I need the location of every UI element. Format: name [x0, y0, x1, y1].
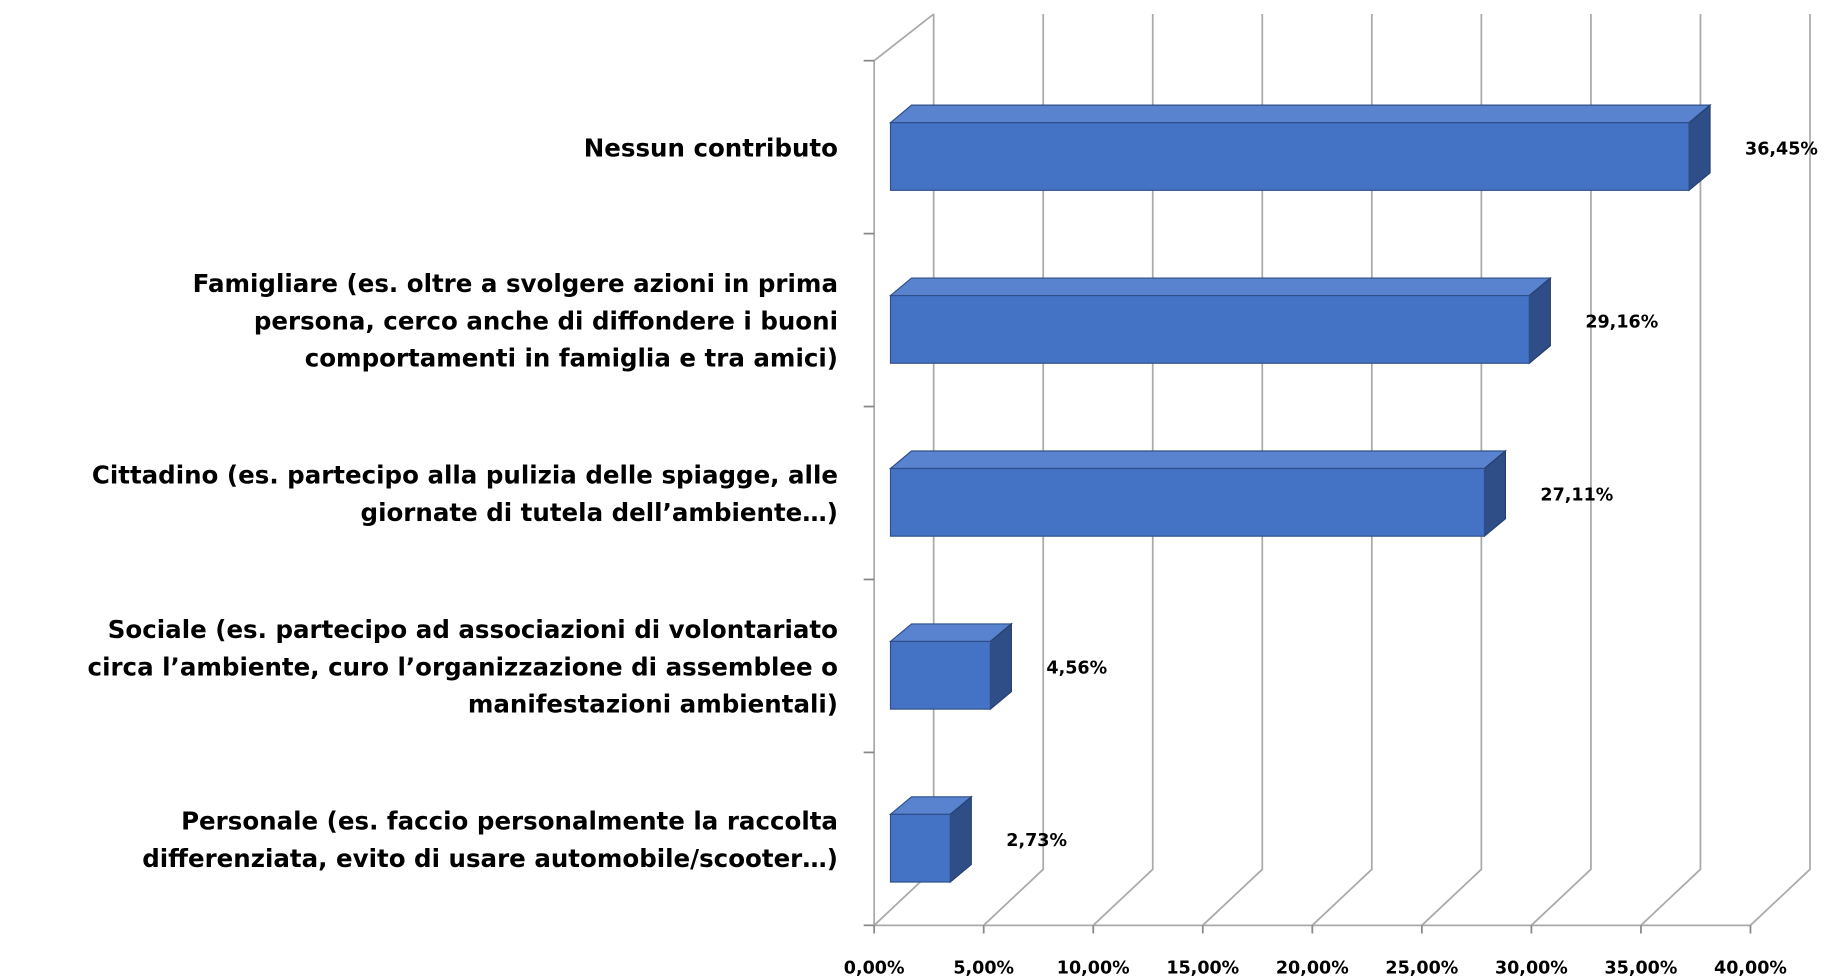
x-tick-label: 40,00%: [1714, 958, 1787, 978]
x-tick-label: 25,00%: [1385, 958, 1458, 978]
bar: [889, 640, 991, 710]
value-label: 2,73%: [1006, 831, 1067, 851]
category-label: circa l’ambiente, curo l’organizzazione …: [88, 652, 838, 681]
bar: [889, 122, 1690, 191]
category-label: Personale (es. faccio personalmente la r…: [181, 807, 838, 836]
category-label: Famigliare (es. oltre a svolgere azioni …: [193, 269, 838, 298]
grid-line: [1749, 14, 1811, 926]
x-tick-label: 20,00%: [1276, 958, 1349, 978]
category-label: comportamenti in famiglia e tra amici): [305, 344, 838, 373]
grid-line: [1640, 14, 1702, 926]
category-label: differenziata, evito di usare automobile…: [142, 844, 838, 873]
x-tick-label: 35,00%: [1604, 958, 1677, 978]
value-label: 36,45%: [1745, 139, 1818, 159]
bar-top: [888, 277, 1552, 297]
value-label: 4,56%: [1046, 658, 1107, 678]
x-tick-label: 15,00%: [1166, 958, 1239, 978]
category-label: manifestazioni ambientali): [468, 690, 838, 719]
value-label: 29,16%: [1585, 312, 1658, 332]
category-label: persona, cerco anche di diffondere i buo…: [254, 306, 838, 335]
value-label: 27,11%: [1540, 485, 1613, 505]
bar: [889, 813, 951, 883]
x-tick-label: 5,00%: [953, 958, 1014, 978]
bar: [889, 467, 1486, 537]
x-tick-label: 0,00%: [844, 958, 905, 978]
wall-edge: [873, 13, 935, 62]
category-label: Sociale (es. partecipo ad associazioni d…: [108, 615, 838, 644]
category-label: giornate di tutela dell’ambiente…): [361, 498, 838, 527]
category-label: Nessun contributo: [584, 133, 838, 162]
bar-top: [888, 450, 1508, 470]
bar: [889, 294, 1530, 364]
category-label: Cittadino (es. partecipo alla pulizia de…: [92, 461, 838, 490]
grid-line: [1530, 14, 1592, 926]
x-tick-label: 10,00%: [1057, 958, 1130, 978]
bar-top: [888, 104, 1712, 124]
x-tick-label: 30,00%: [1495, 958, 1568, 978]
